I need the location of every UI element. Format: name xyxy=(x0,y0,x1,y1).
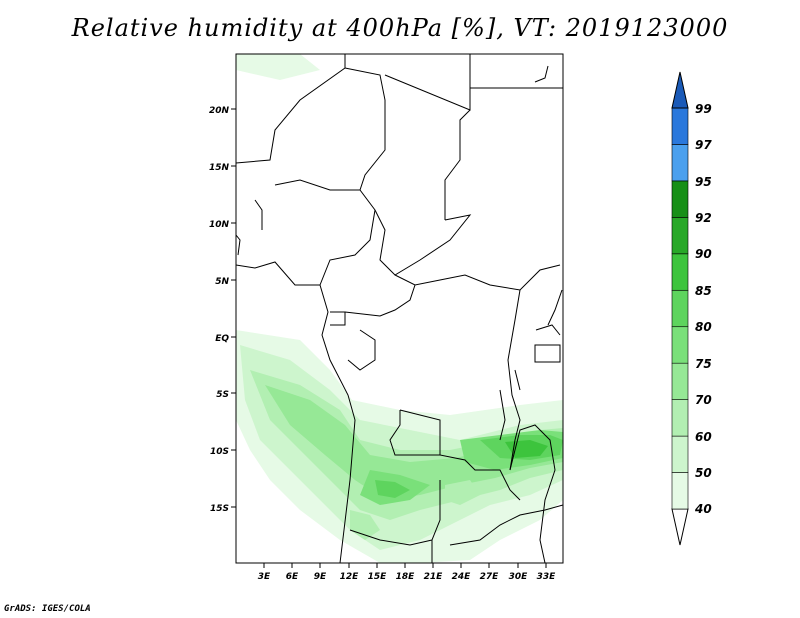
lat-label-10n: 10N xyxy=(209,220,230,230)
colorbar-label-80: 80 xyxy=(695,320,712,334)
lon-label-9e: 9E xyxy=(314,572,327,582)
colorbar-segment xyxy=(671,472,689,510)
colorbar-segment xyxy=(671,107,689,145)
colorbar-label-92: 92 xyxy=(695,211,712,225)
lat-label-eq: EQ xyxy=(215,334,229,344)
colorbar-label-70: 70 xyxy=(695,393,712,407)
colorbar-top-arrow xyxy=(671,71,689,109)
footer-credit: GrADS: IGES/COLA xyxy=(4,604,91,614)
colorbar-segment xyxy=(671,253,689,291)
humidity-field xyxy=(236,54,563,563)
colorbar-segment xyxy=(671,217,689,255)
colorbar-segment xyxy=(671,289,689,328)
lat-label-15s: 15S xyxy=(210,504,229,514)
lon-label-24e: 24E xyxy=(452,572,472,582)
colorbar-label-75: 75 xyxy=(695,357,712,371)
colorbar-label-60: 60 xyxy=(695,430,712,444)
lon-label-30e: 30E xyxy=(509,572,529,582)
colorbar-segment xyxy=(671,399,689,437)
map-panel: 20N 15N 10N 5N EQ 5S 10S 15S 3E 6E 9E 12… xyxy=(209,53,564,582)
colorbar: 40 50 60 70 75 80 85 90 92 95 97 99 xyxy=(671,71,712,546)
colorbar-label-99: 99 xyxy=(695,102,712,116)
colorbar-label-85: 85 xyxy=(695,284,712,298)
lat-label-5n: 5N xyxy=(215,277,229,287)
lon-label-12e: 12E xyxy=(340,572,360,582)
colorbar-segment xyxy=(671,435,689,473)
colorbar-label-50: 50 xyxy=(695,466,712,480)
lon-label-21e: 21E xyxy=(424,572,444,582)
map-frame xyxy=(235,53,564,564)
colorbar-segment xyxy=(671,326,689,364)
lon-label-33e: 33E xyxy=(537,572,557,582)
colorbar-label-40: 40 xyxy=(694,502,712,516)
latitude-axis: 20N 15N 10N 5N EQ 5S 10S 15S xyxy=(209,106,236,514)
colorbar-label-90: 90 xyxy=(695,247,712,261)
colorbar-bottom-arrow xyxy=(671,508,689,546)
lon-label-6e: 6E xyxy=(286,572,299,582)
colorbar-segment xyxy=(671,144,689,182)
lon-label-3e: 3E xyxy=(258,572,271,582)
lon-label-27e: 27E xyxy=(480,572,500,582)
colorbar-label-95: 95 xyxy=(695,175,712,189)
lat-label-10s: 10S xyxy=(210,447,229,457)
lat-label-20n: 20N xyxy=(209,106,230,116)
country-borders xyxy=(236,54,563,563)
page-title: Relative humidity at 400hPa [%], VT: 201… xyxy=(71,14,729,42)
colorbar-segment xyxy=(671,362,689,400)
lat-label-5s: 5S xyxy=(216,390,229,400)
lat-label-15n: 15N xyxy=(209,163,230,173)
colorbar-segment xyxy=(671,180,689,218)
lon-label-18e: 18E xyxy=(396,572,416,582)
longitude-axis: 3E 6E 9E 12E 15E 18E 21E 24E 27E 30E 33E xyxy=(258,563,556,582)
lon-label-15e: 15E xyxy=(368,572,388,582)
colorbar-label-97: 97 xyxy=(695,138,712,152)
